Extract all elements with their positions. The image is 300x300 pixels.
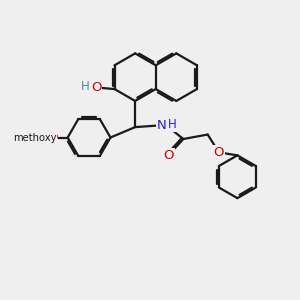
Text: O: O <box>91 81 101 94</box>
Text: O: O <box>214 146 224 159</box>
Text: H: H <box>168 118 177 131</box>
Text: O: O <box>47 131 58 144</box>
Text: O: O <box>163 149 174 162</box>
Text: H: H <box>81 80 90 94</box>
Text: methoxy: methoxy <box>13 133 56 142</box>
Text: N: N <box>157 119 167 132</box>
